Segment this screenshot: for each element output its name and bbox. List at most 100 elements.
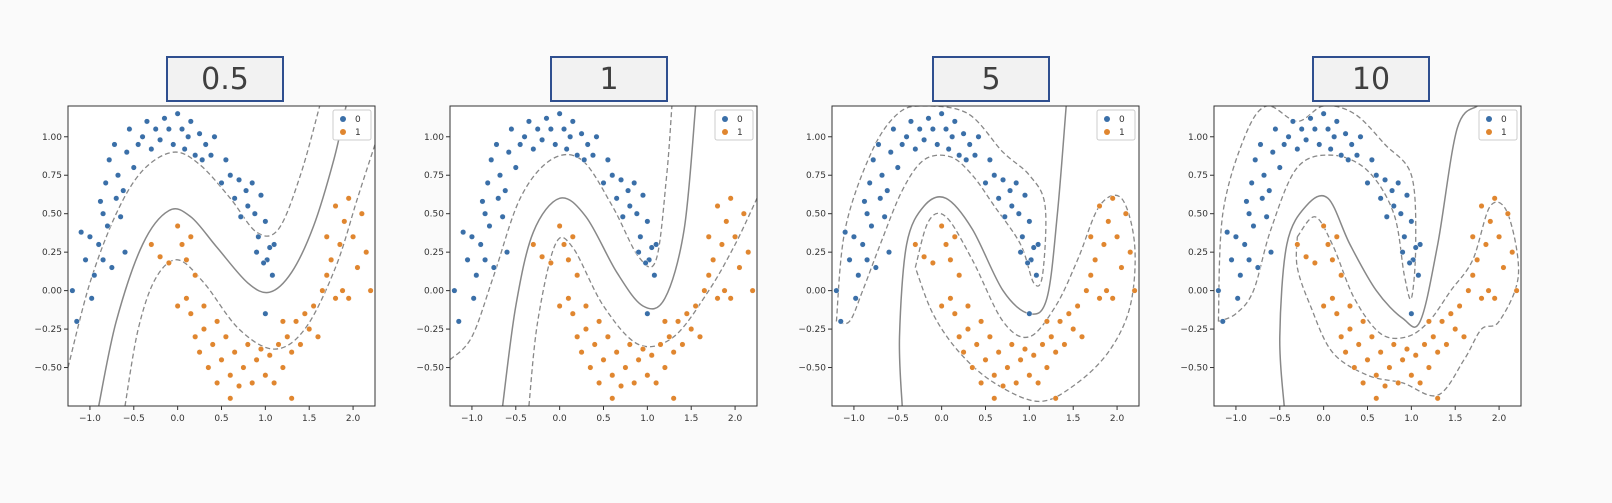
point-class-1 bbox=[1430, 333, 1437, 340]
point-class-0 bbox=[1307, 115, 1314, 122]
point-class-1 bbox=[1351, 364, 1358, 371]
point-class-1 bbox=[1513, 287, 1520, 294]
point-class-1 bbox=[214, 318, 221, 325]
point-class-0 bbox=[106, 156, 113, 163]
point-class-1 bbox=[591, 341, 598, 348]
point-class-0 bbox=[477, 241, 484, 248]
point-class-1 bbox=[1021, 346, 1029, 353]
point-class-1 bbox=[556, 302, 563, 310]
point-class-0 bbox=[861, 198, 868, 205]
point-class-0 bbox=[864, 256, 871, 263]
point-class-0 bbox=[995, 195, 1002, 202]
point-class-1 bbox=[358, 210, 365, 217]
point-class-0 bbox=[635, 249, 642, 256]
point-class-1 bbox=[1074, 302, 1081, 310]
legend-marker-1 bbox=[722, 129, 728, 135]
point-class-0 bbox=[1417, 241, 1424, 248]
point-class-1 bbox=[723, 218, 730, 225]
y-tick-label: 1.00 bbox=[806, 133, 826, 143]
legend-marker-1 bbox=[1104, 129, 1110, 135]
point-class-0 bbox=[1026, 218, 1033, 225]
point-class-0 bbox=[100, 210, 107, 217]
point-class-1 bbox=[714, 202, 721, 210]
point-class-0 bbox=[1389, 187, 1396, 194]
margin-line bbox=[68, 106, 321, 368]
y-tick-label: 0.00 bbox=[42, 287, 62, 297]
point-class-0 bbox=[499, 213, 506, 220]
point-class-1 bbox=[596, 318, 603, 325]
point-class-1 bbox=[1122, 210, 1129, 217]
point-class-1 bbox=[1065, 310, 1072, 317]
point-class-1 bbox=[200, 302, 208, 310]
point-class-1 bbox=[969, 364, 976, 371]
point-class-0 bbox=[1272, 126, 1279, 133]
point-class-0 bbox=[1285, 133, 1292, 140]
y-tick-label: 0.50 bbox=[424, 210, 444, 220]
point-class-0 bbox=[482, 210, 489, 217]
point-class-0 bbox=[855, 272, 862, 279]
y-tick-label: 0.50 bbox=[1188, 210, 1208, 220]
point-class-1 bbox=[1039, 341, 1046, 348]
point-class-0 bbox=[837, 318, 844, 325]
point-class-0 bbox=[975, 133, 982, 140]
point-class-1 bbox=[1469, 272, 1476, 279]
point-class-0 bbox=[1228, 256, 1235, 263]
point-class-1 bbox=[157, 253, 164, 260]
point-class-0 bbox=[593, 133, 600, 140]
point-class-0 bbox=[1401, 233, 1408, 240]
point-class-0 bbox=[1035, 241, 1042, 248]
legend-label-1: 1 bbox=[1119, 128, 1125, 138]
x-tick-label: 1.0 bbox=[258, 414, 273, 424]
x-tick-label: −0.5 bbox=[505, 414, 527, 424]
point-class-0 bbox=[227, 172, 234, 179]
point-class-1 bbox=[1434, 349, 1441, 356]
point-class-0 bbox=[111, 141, 118, 148]
point-class-0 bbox=[850, 233, 857, 240]
point-class-1 bbox=[218, 356, 225, 363]
point-class-0 bbox=[152, 126, 159, 133]
point-class-1 bbox=[1096, 295, 1103, 302]
x-tick-label: −1.0 bbox=[461, 414, 483, 424]
scatter-plot: −1.0 −0.5 0.0 0.5 1.0 1.5 2.0 −0.50 −0.25 0.00 0.2… bbox=[34, 105, 376, 424]
point-class-1 bbox=[222, 333, 229, 340]
point-class-0 bbox=[82, 256, 89, 263]
point-class-0 bbox=[185, 133, 192, 140]
point-class-0 bbox=[1001, 213, 1008, 220]
x-tick-label: 1.5 bbox=[302, 414, 316, 424]
point-class-0 bbox=[488, 156, 495, 163]
plot-area bbox=[68, 106, 375, 406]
point-class-0 bbox=[1345, 156, 1352, 163]
point-class-0 bbox=[1269, 149, 1276, 156]
point-class-0 bbox=[1234, 295, 1241, 302]
point-class-1 bbox=[284, 333, 291, 340]
point-class-0 bbox=[1415, 272, 1422, 279]
y-tick-label: 0.50 bbox=[42, 210, 62, 220]
point-class-1 bbox=[1395, 379, 1402, 386]
point-class-0 bbox=[971, 152, 979, 159]
point-class-0 bbox=[1017, 249, 1024, 256]
point-class-1 bbox=[1381, 382, 1389, 390]
point-class-0 bbox=[174, 110, 181, 117]
point-class-1 bbox=[727, 195, 734, 202]
point-class-0 bbox=[1316, 141, 1323, 148]
point-class-1 bbox=[341, 218, 348, 225]
point-class-1 bbox=[718, 241, 725, 248]
point-class-0 bbox=[1237, 272, 1244, 279]
point-class-0 bbox=[1008, 202, 1015, 210]
point-class-1 bbox=[626, 341, 633, 348]
point-class-1 bbox=[165, 259, 172, 266]
legend-marker-0 bbox=[722, 116, 728, 122]
point-class-1 bbox=[1026, 372, 1033, 379]
point-class-1 bbox=[1443, 341, 1450, 348]
decision-boundary bbox=[97, 106, 347, 406]
point-class-0 bbox=[648, 244, 655, 251]
point-class-1 bbox=[582, 326, 590, 333]
point-class-0 bbox=[868, 222, 875, 230]
point-class-0 bbox=[870, 156, 877, 163]
point-class-1 bbox=[912, 241, 919, 248]
point-class-0 bbox=[1298, 126, 1305, 133]
point-class-0 bbox=[121, 249, 129, 256]
point-class-1 bbox=[622, 364, 629, 371]
point-class-0 bbox=[1024, 259, 1031, 266]
point-class-0 bbox=[1267, 249, 1275, 256]
